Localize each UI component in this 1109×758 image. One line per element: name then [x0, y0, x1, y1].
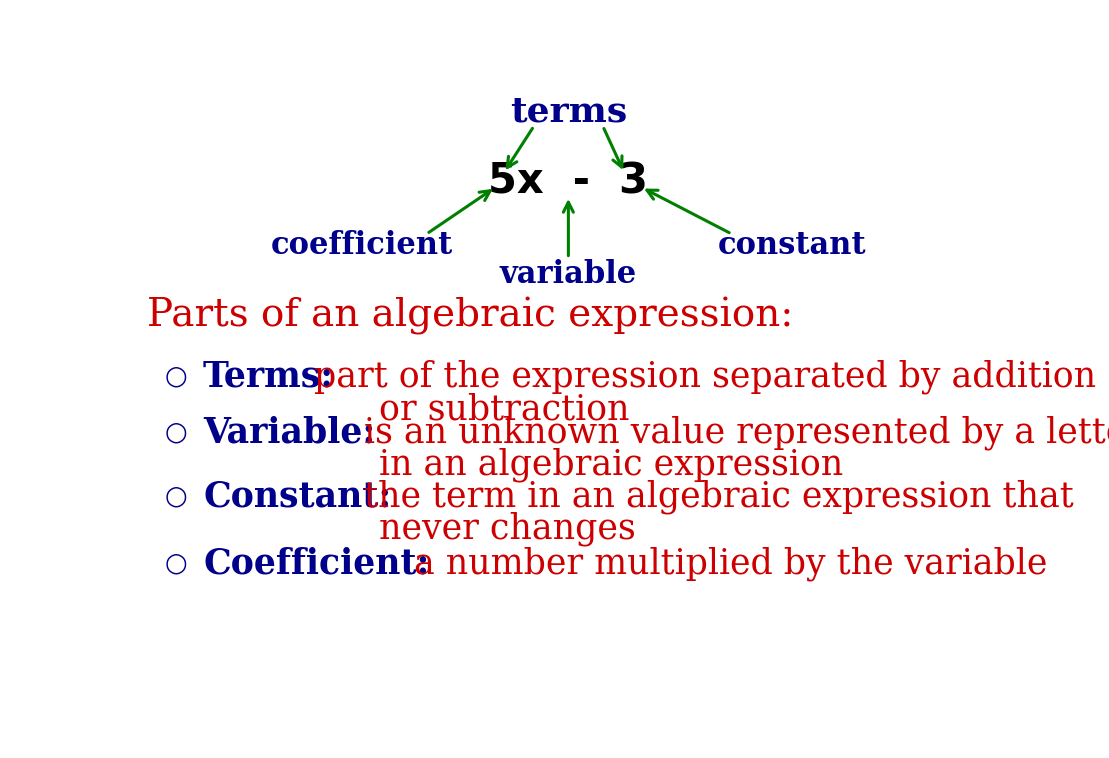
Text: Coefficient:: Coefficient:	[203, 547, 429, 581]
Text: Constant:: Constant:	[203, 480, 391, 514]
Text: 5x  -  3: 5x - 3	[488, 161, 649, 202]
Text: or subtraction: or subtraction	[379, 392, 630, 426]
Text: never changes: never changes	[379, 512, 637, 546]
Text: coefficient: coefficient	[271, 230, 454, 261]
Text: variable: variable	[500, 259, 637, 290]
Text: in an algebraic expression: in an algebraic expression	[379, 447, 844, 482]
Text: constant: constant	[718, 230, 866, 261]
Text: Variable:: Variable:	[203, 415, 375, 449]
Text: the term in an algebraic expression that: the term in an algebraic expression that	[354, 479, 1074, 514]
Text: terms: terms	[510, 95, 627, 128]
Text: ○: ○	[164, 484, 187, 509]
Text: part of the expression separated by addition: part of the expression separated by addi…	[303, 360, 1097, 394]
Text: Terms:: Terms:	[203, 360, 334, 394]
Text: a number multiplied by the variable: a number multiplied by the variable	[404, 547, 1048, 581]
Text: ○: ○	[164, 364, 187, 390]
Text: Parts of an algebraic expression:: Parts of an algebraic expression:	[147, 296, 794, 335]
Text: is an unknown value represented by a letter: is an unknown value represented by a let…	[354, 415, 1109, 449]
Text: ○: ○	[164, 551, 187, 577]
Text: ○: ○	[164, 419, 187, 446]
